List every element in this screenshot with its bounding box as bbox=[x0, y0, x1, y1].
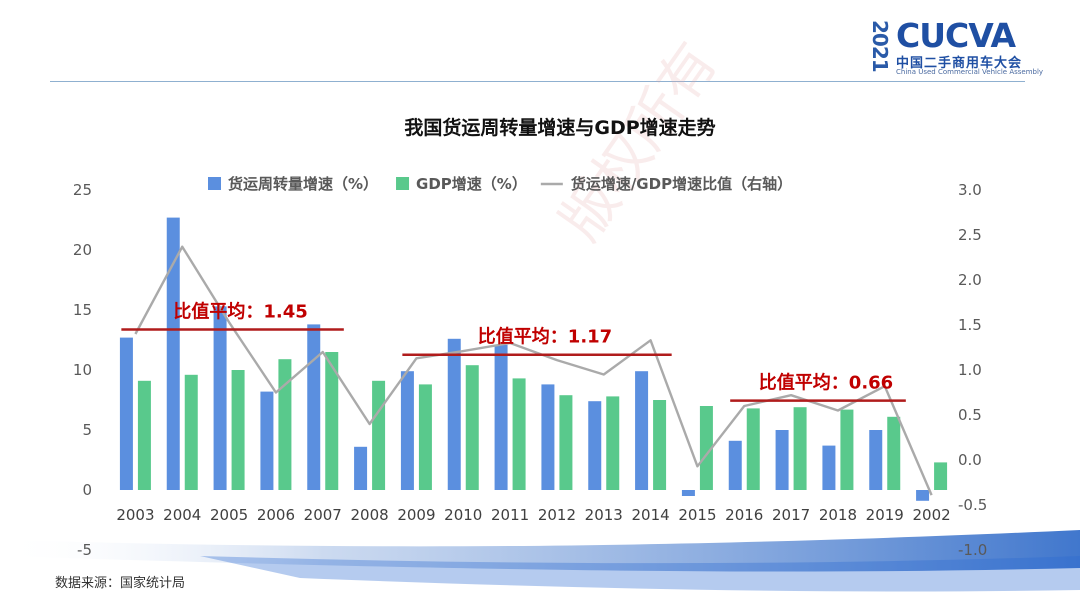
x-tick-label: 2016 bbox=[725, 506, 763, 524]
gdp-bar bbox=[887, 416, 901, 490]
x-tick-label: 2007 bbox=[304, 506, 342, 524]
cucva-logo: 2021 CUCVA 中国二手商用车大会 China Used Commerci… bbox=[868, 16, 1044, 78]
freight-bar bbox=[541, 384, 555, 490]
gdp-bar bbox=[278, 359, 292, 490]
logo-cn-name: 中国二手商用车大会 bbox=[896, 56, 1023, 71]
left-tick-label: 15 bbox=[73, 301, 92, 319]
freight-bar bbox=[260, 391, 274, 490]
x-tick-label: 2004 bbox=[163, 506, 201, 524]
x-tick-label: 2019 bbox=[866, 506, 904, 524]
x-tick-label: 2005 bbox=[210, 506, 248, 524]
freight-bar bbox=[681, 490, 695, 496]
freight-bar bbox=[166, 217, 180, 490]
gdp-bar bbox=[840, 409, 854, 490]
right-tick-label: -0.5 bbox=[958, 496, 987, 514]
freight-bar bbox=[869, 430, 883, 490]
left-tick-label: -5 bbox=[77, 541, 92, 559]
x-tick-label: 2014 bbox=[631, 506, 669, 524]
legend-swatch bbox=[208, 177, 221, 190]
right-tick-label: 1.5 bbox=[958, 316, 982, 334]
x-tick-label: 2010 bbox=[444, 506, 482, 524]
ratio-line bbox=[134, 245, 933, 496]
logo-year: 2021 bbox=[868, 20, 892, 72]
right-axis: -1.0 -0.5 0.0 0.5 1.0 1.5 2.0 2.5 3.0 bbox=[958, 181, 987, 559]
legend-label: 货运周转量增速（%） bbox=[228, 175, 378, 193]
freight-bar bbox=[213, 306, 227, 490]
gdp-bar bbox=[512, 378, 526, 490]
freight-bar bbox=[447, 338, 461, 490]
gdp-bar bbox=[606, 396, 620, 490]
left-tick-label: 0 bbox=[82, 481, 92, 499]
gdp-bar bbox=[325, 352, 339, 490]
average-annotations: 比值平均：1.45 比值平均：1.17 比值平均：0.66 bbox=[121, 301, 906, 402]
left-axis: -5 0 5 10 15 20 25 bbox=[73, 181, 92, 559]
x-tick-label: 2009 bbox=[397, 506, 435, 524]
right-tick-label: 2.5 bbox=[958, 226, 982, 244]
gdp-bar bbox=[372, 380, 386, 490]
right-tick-label: 0.0 bbox=[958, 451, 982, 469]
left-tick-label: 20 bbox=[73, 241, 92, 259]
bars bbox=[119, 217, 948, 501]
logo-en-name: China Used Commercial Vehicle Assembly bbox=[896, 68, 1044, 76]
chart-title: 我国货运周转量增速与GDP增速走势 bbox=[404, 116, 715, 139]
x-tick-label: 2015 bbox=[678, 506, 716, 524]
right-tick-label: 1.0 bbox=[958, 361, 982, 379]
left-tick-label: 25 bbox=[73, 181, 92, 199]
ratio-series-line bbox=[134, 245, 933, 496]
x-tick-label: 2017 bbox=[772, 506, 810, 524]
right-tick-label: 2.0 bbox=[958, 271, 982, 289]
legend-label: 货运增速/GDP增速比值（右轴） bbox=[571, 175, 792, 193]
x-tick-label: 2018 bbox=[819, 506, 857, 524]
x-tick-label: 2002 bbox=[912, 506, 950, 524]
freight-bar bbox=[588, 401, 602, 490]
gdp-bar bbox=[465, 365, 479, 490]
freight-bar bbox=[728, 440, 742, 490]
x-tick-label: 2013 bbox=[585, 506, 623, 524]
x-tick-label: 2006 bbox=[257, 506, 295, 524]
left-tick-label: 5 bbox=[82, 421, 92, 439]
data-source: 数据来源：国家统计局 bbox=[55, 576, 186, 591]
freight-bar bbox=[494, 344, 508, 490]
header-divider bbox=[50, 81, 1025, 82]
freight-bar bbox=[635, 371, 649, 490]
average-label: 比值平均：0.66 bbox=[759, 372, 893, 394]
decorative-swoosh bbox=[0, 530, 1080, 592]
gdp-bar bbox=[418, 384, 432, 490]
legend-swatch bbox=[396, 177, 410, 190]
freight-bar bbox=[822, 445, 836, 490]
average-label: 比值平均：1.17 bbox=[478, 326, 612, 348]
x-tick-label: 2012 bbox=[538, 506, 576, 524]
gdp-bar bbox=[184, 374, 198, 490]
gdp-bar bbox=[231, 370, 245, 490]
gdp-bar bbox=[559, 395, 573, 490]
x-tick-label: 2008 bbox=[350, 506, 388, 524]
gdp-bar bbox=[793, 407, 807, 490]
left-tick-label: 10 bbox=[73, 361, 92, 379]
x-axis-labels: 2003 2004 2005 2006 2007 2008 2009 2010 2011 2012… bbox=[116, 506, 950, 524]
x-tick-label: 2011 bbox=[491, 506, 529, 524]
freight-bar bbox=[119, 337, 133, 490]
average-label: 比值平均：1.45 bbox=[173, 301, 307, 323]
watermark: 版权所有 bbox=[548, 32, 730, 253]
right-tick-label: 3.0 bbox=[958, 181, 982, 199]
x-tick-label: 2003 bbox=[116, 506, 154, 524]
legend-label: GDP增速（%） bbox=[416, 175, 527, 193]
right-tick-label: -1.0 bbox=[958, 541, 987, 559]
gdp-bar bbox=[653, 400, 667, 490]
gdp-bar bbox=[699, 406, 713, 490]
freight-bar bbox=[775, 430, 789, 490]
legend: 货运周转量增速（%） GDP增速（%） 货运增速/GDP增速比值（右轴） bbox=[208, 175, 792, 193]
gdp-bar bbox=[746, 408, 760, 490]
freight-bar bbox=[307, 324, 321, 490]
right-tick-label: 0.5 bbox=[958, 406, 982, 424]
gdp-bar bbox=[934, 462, 948, 490]
logo-brand: CUCVA bbox=[896, 16, 1016, 55]
freight-bar bbox=[916, 490, 930, 501]
freight-bar bbox=[400, 371, 414, 490]
gdp-bar bbox=[137, 380, 151, 490]
freight-bar bbox=[354, 446, 368, 490]
